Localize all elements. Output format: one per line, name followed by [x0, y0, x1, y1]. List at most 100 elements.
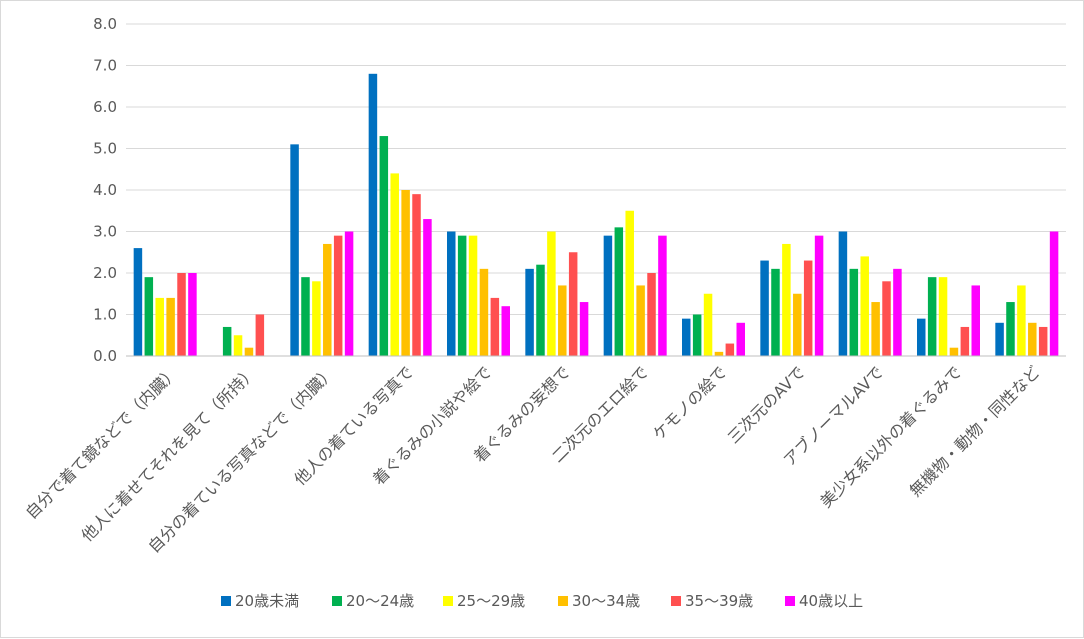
- y-tick-label: 4.0: [93, 181, 117, 199]
- bars: [133, 73, 1059, 357]
- bar: [625, 210, 634, 356]
- bar: [725, 343, 735, 356]
- bar: [949, 347, 959, 356]
- bar: [614, 227, 624, 356]
- bar: [323, 243, 332, 356]
- bar: [144, 277, 154, 356]
- bar: [960, 326, 970, 356]
- y-tick-label: 0.0: [93, 347, 117, 365]
- bar: [479, 268, 489, 356]
- bar: [490, 297, 500, 356]
- category-label: ケモノの絵で: [649, 362, 730, 443]
- bar: [368, 73, 378, 357]
- category-label: 美少女系以外の着ぐるみで: [816, 362, 965, 511]
- bar: [714, 351, 724, 356]
- bar: [536, 264, 545, 356]
- bar: [682, 318, 691, 356]
- bar: [166, 297, 175, 356]
- bar: [658, 235, 667, 356]
- bar: [412, 194, 421, 356]
- bar: [814, 235, 824, 356]
- bar: [782, 243, 791, 356]
- bar: [1038, 326, 1048, 356]
- legend: 20歳未満 20～24歳 25～29歳 30～34歳 35～39歳 40歳以上: [221, 592, 863, 610]
- bar: [525, 268, 534, 356]
- bar: [838, 231, 848, 356]
- bar: [579, 302, 589, 356]
- bar: [390, 173, 399, 356]
- legend-swatch: [671, 596, 681, 606]
- legend-label: 25～29歳: [457, 592, 525, 610]
- bar: [222, 326, 232, 356]
- bar: [547, 231, 556, 356]
- y-tick-label: 1.0: [93, 306, 117, 324]
- bar: [312, 281, 321, 356]
- category-labels: 自分で着て鏡などで（内臓）他人に着せてそれを見て（所持）自分の着ている写真などで…: [22, 362, 1044, 556]
- bar: [893, 268, 902, 356]
- bar: [501, 306, 510, 356]
- bar: [333, 235, 343, 356]
- bar: [971, 285, 980, 356]
- legend-label: 20～24歳: [346, 592, 414, 610]
- bar: [290, 144, 299, 356]
- y-tick-label: 5.0: [93, 140, 117, 158]
- bar: [736, 322, 745, 356]
- y-tick-label: 2.0: [93, 264, 117, 282]
- legend-swatch: [443, 596, 453, 606]
- category-label: 三次元のAVで: [724, 362, 809, 447]
- legend-swatch: [558, 596, 568, 606]
- bar: [301, 277, 310, 356]
- gridlines: [126, 23, 1066, 315]
- y-tick-label: 3.0: [93, 223, 117, 241]
- bar: [568, 252, 578, 356]
- bar: [927, 277, 937, 356]
- legend-swatch: [221, 596, 231, 606]
- bar: [423, 219, 432, 356]
- bar: [1006, 302, 1015, 356]
- bar: [1049, 231, 1059, 356]
- bar: [401, 190, 410, 356]
- bar: [468, 235, 478, 356]
- bar: [938, 277, 948, 356]
- bar: [803, 260, 813, 356]
- bar: [871, 302, 880, 356]
- bar: [188, 273, 197, 356]
- bar: [760, 260, 769, 356]
- bar: [995, 322, 1004, 356]
- bar: [344, 231, 354, 356]
- legend-label: 30～34歳: [572, 592, 640, 610]
- legend-label: 40歳以上: [799, 592, 863, 610]
- bar: [244, 347, 254, 356]
- legend-label: 35～39歳: [685, 592, 753, 610]
- y-tick-label: 7.0: [93, 57, 117, 75]
- bar: [1028, 322, 1037, 356]
- bar: [447, 231, 456, 356]
- bar: [703, 293, 713, 356]
- y-axis-tick-labels: 0.0 1.0 2.0 3.0 4.0 5.0 6.0 7.0 8.0: [93, 15, 117, 365]
- bar: [379, 136, 389, 356]
- bar: [882, 281, 891, 356]
- bar: [692, 314, 702, 356]
- bar: [647, 273, 656, 356]
- bar: [793, 293, 802, 356]
- bar: [917, 318, 926, 356]
- legend-swatch: [785, 596, 795, 606]
- y-tick-label: 6.0: [93, 98, 117, 116]
- category-label: 無機物・動物・同性など: [906, 362, 1044, 500]
- bar: [233, 335, 243, 356]
- bar: [849, 268, 859, 356]
- bar: [860, 256, 869, 356]
- legend-swatch: [332, 596, 342, 606]
- bar: [155, 297, 164, 356]
- bar: [133, 248, 143, 356]
- bar: [603, 235, 613, 356]
- y-tick-label: 8.0: [93, 15, 117, 33]
- category-label: 自分で着て鏡などで（内臓）: [22, 362, 182, 522]
- bar: [558, 285, 567, 356]
- bar: [457, 235, 467, 356]
- bar: [636, 285, 645, 356]
- legend-label: 20歳未満: [235, 592, 299, 610]
- bar: [177, 273, 186, 356]
